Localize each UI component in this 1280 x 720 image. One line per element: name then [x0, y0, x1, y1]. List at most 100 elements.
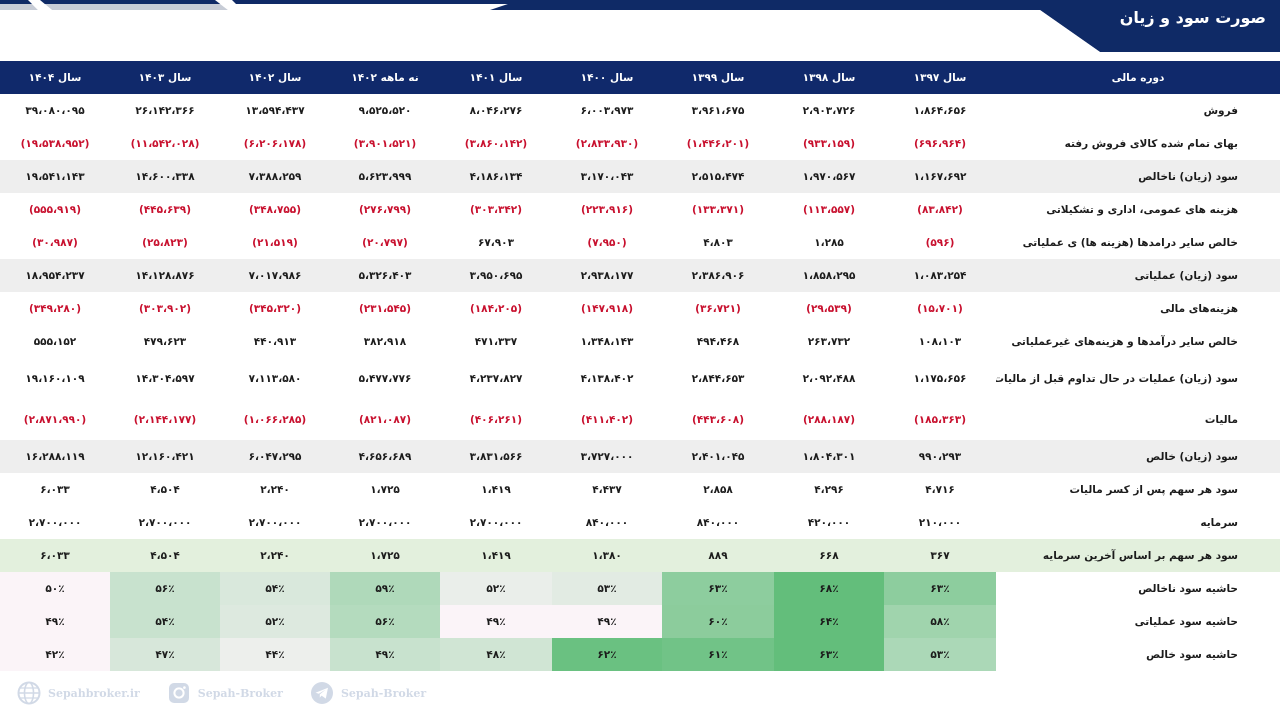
value-cell: ۴،۸۰۳: [703, 236, 733, 249]
row-label: خالص سایر درآمدها و هزینه‌های غیرعملیاتی: [1011, 335, 1238, 348]
value-cell: ۱۲،۱۶۰،۴۲۱: [135, 450, 195, 463]
heatmap-cell: ۴۷٪: [110, 638, 220, 671]
table-row: سود هر سهم پس از کسر مالیات ۴،۷۱۶ ۴،۲۹۶ ۲،۸…: [0, 473, 1280, 506]
heatmap-cell: ۶۰٪: [662, 605, 774, 638]
value-cell: ۱،۷۲۵: [370, 549, 400, 562]
heatmap-cell: ۴۸٪: [440, 638, 552, 671]
value-cell: (۳۴۹،۲۸۰): [28, 302, 82, 315]
table-row: سود (زیان) عملیات در حال تداوم قبل از ما…: [0, 358, 1280, 399]
table-row: سود (زیان) عملیاتی ۱،۰۸۳،۲۵۴ ۱،۸۵۸،۲۹۵ ۲،۳۸…: [0, 259, 1280, 292]
value-cell: (۱۸۵،۳۶۳): [913, 413, 967, 426]
row-label: سود هر سهم پس از کسر مالیات: [1069, 483, 1238, 496]
table-row: خالص سایر درآمدها و هزینه‌های غیرعملیاتی…: [0, 325, 1280, 358]
value-cell: ۱۹،۱۶۰،۱۰۹: [25, 372, 85, 385]
globe-icon: [16, 680, 42, 706]
row-label: سود (زیان) خالص: [1146, 450, 1238, 463]
value-cell: (۶،۲۰۶،۱۷۸): [243, 137, 307, 150]
value-cell: ۲،۷۰۰،۰۰۰: [138, 516, 192, 529]
heatmap-cell: ۵۴٪: [110, 605, 220, 638]
heatmap-cell: ۴۹٪: [440, 605, 552, 638]
row-label: فروش: [1203, 104, 1238, 117]
value-cell: ۱۴،۳۰۴،۵۹۷: [135, 372, 195, 385]
value-cell: (۲،۸۷۱،۹۹۰): [23, 413, 87, 426]
value-cell: ۱۰۸،۱۰۳: [918, 335, 962, 348]
title-banner: صورت سود و زیان: [0, 0, 1280, 52]
row-label: بهای تمام شده کالای فروش رفته: [1064, 137, 1238, 150]
value-cell: ۴،۵۰۴: [150, 483, 180, 496]
value-cell: ۴،۲۳۷،۸۲۷: [469, 372, 523, 385]
heatmap-cell: ۶۱٪: [662, 638, 774, 671]
value-cell: ۲۶۳،۷۳۲: [807, 335, 851, 348]
value-cell: ۹۹۰،۲۹۳: [918, 450, 962, 463]
value-cell: ۲،۴۰۱،۰۴۵: [691, 450, 745, 463]
value-cell: (۳۶،۷۲۱): [695, 302, 741, 315]
value-cell: ۴۷۹،۶۲۳: [143, 335, 187, 348]
value-cell: ۲،۲۴۰: [260, 483, 290, 496]
value-cell: (۳،۸۶۰،۱۴۲): [464, 137, 528, 150]
page-title: صورت سود و زیان: [1119, 8, 1266, 27]
heatmap-cell: ۶۳٪: [662, 572, 774, 605]
value-cell: ۱،۱۷۵،۶۵۶: [913, 372, 967, 385]
value-cell: ۱،۲۸۵: [814, 236, 844, 249]
value-cell: (۱۱،۵۴۲،۰۲۸): [130, 137, 200, 150]
value-cell: ۱۶،۲۸۸،۱۱۹: [25, 450, 85, 463]
value-cell: ۴۷۱،۳۳۷: [474, 335, 518, 348]
row-label: سود (زیان) ناخالص: [1138, 170, 1238, 183]
heatmap-cell: ۵۰٪: [0, 572, 110, 605]
value-cell: ۲،۸۵۸: [703, 483, 733, 496]
header-year: سال ۱۴۰۳: [138, 71, 192, 84]
value-cell: (۱۸۴،۲۰۵): [469, 302, 523, 315]
value-cell: (۲۱،۵۱۹): [252, 236, 298, 249]
value-cell: ۱،۳۴۸،۱۴۳: [580, 335, 634, 348]
value-cell: (۷،۹۵۰): [587, 236, 627, 249]
value-cell: (۴۰۶،۲۶۱): [469, 413, 523, 426]
header-year: نه ماهه ۱۴۰۲: [351, 71, 419, 84]
watermark-text: Sepah-Broker: [340, 686, 427, 700]
value-cell: ۵،۶۲۳،۹۹۹: [358, 170, 412, 183]
value-cell: (۶۹۶،۹۶۴): [913, 137, 967, 150]
value-cell: (۲۵،۸۲۳): [142, 236, 188, 249]
value-cell: ۴،۶۵۶،۶۸۹: [358, 450, 412, 463]
value-cell: ۳،۹۵۰،۶۹۵: [469, 269, 523, 282]
heatmap-cell: ۴۹٪: [330, 638, 440, 671]
value-cell: ۱،۴۱۹: [481, 483, 511, 496]
value-cell: ۲،۰۹۲،۴۸۸: [802, 372, 856, 385]
watermark-text: Sepahbroker.ir: [48, 686, 140, 700]
value-cell: (۸۳،۸۴۲): [917, 203, 963, 216]
value-cell: (۱،۴۴۶،۲۰۱): [686, 137, 750, 150]
value-cell: ۲،۸۴۴،۶۵۳: [691, 372, 745, 385]
value-cell: ۲،۷۰۰،۰۰۰: [469, 516, 523, 529]
value-cell: (۳۰،۹۸۷): [32, 236, 78, 249]
value-cell: (۱،۰۶۶،۲۸۵): [243, 413, 307, 426]
watermark-website: Sepahbroker.ir: [16, 680, 140, 706]
value-cell: (۳،۹۰۱،۵۲۱): [353, 137, 417, 150]
heatmap-cell: ۶۳٪: [884, 572, 996, 605]
value-cell: (۲،۸۳۳،۹۳۰): [575, 137, 639, 150]
value-cell: ۳،۹۶۱،۶۷۵: [691, 104, 745, 117]
value-cell: ۴۹۴،۴۶۸: [696, 335, 740, 348]
instagram-icon: [166, 680, 192, 706]
value-cell: ۸،۰۴۶،۲۷۶: [469, 104, 523, 117]
heatmap-cell: ۴۹٪: [0, 605, 110, 638]
heatmap-cell: ۴۹٪: [552, 605, 662, 638]
value-cell: ۲،۹۳۸،۱۷۷: [580, 269, 634, 282]
row-label: سود (زیان) عملیات در حال تداوم قبل از ما…: [996, 372, 1238, 385]
value-cell: ۵،۴۷۷،۷۷۶: [358, 372, 412, 385]
heatmap-cell: ۶۳٪: [774, 638, 884, 671]
value-cell: (۱۳۳،۳۷۱): [691, 203, 745, 216]
heatmap-cell: ۶۸٪: [774, 572, 884, 605]
row-label: مالیات: [1204, 413, 1238, 426]
value-cell: ۶۷،۹۰۳: [477, 236, 515, 249]
value-cell: (۹۳۳،۱۵۹): [802, 137, 856, 150]
value-cell: ۱۳،۵۹۴،۴۳۷: [245, 104, 305, 117]
table-row: سود (زیان) خالص ۹۹۰،۲۹۳ ۱،۸۰۴،۳۰۱ ۲،۴۰۱،۰۴۵…: [0, 440, 1280, 473]
value-cell: ۳،۱۷۰،۰۴۳: [580, 170, 634, 183]
value-cell: ۱،۸۶۴،۶۵۶: [913, 104, 967, 117]
value-cell: ۶،۰۳۳: [40, 483, 70, 496]
value-cell: ۳۹،۰۸۰،۰۹۵: [25, 104, 85, 117]
value-cell: ۲۱۰،۰۰۰: [918, 516, 962, 529]
value-cell: ۱۴،۶۰۰،۳۳۸: [135, 170, 195, 183]
value-cell: ۳،۷۲۷،۰۰۰: [580, 450, 634, 463]
value-cell: ۱۴،۱۲۸،۸۷۶: [135, 269, 195, 282]
value-cell: ۲،۹۰۳،۷۲۶: [802, 104, 856, 117]
